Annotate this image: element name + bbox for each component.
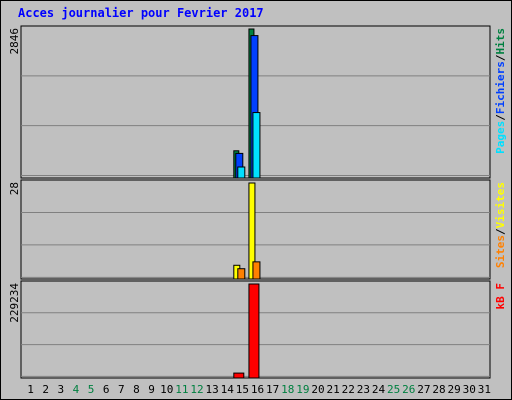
legend-entry: Sites [494, 235, 507, 268]
day-label: 20 [311, 383, 324, 396]
day-label: 19 [296, 383, 309, 396]
day-label: 26 [402, 383, 415, 396]
day-label: 1 [27, 383, 34, 396]
day-label: 10 [160, 383, 173, 396]
day-label: 6 [103, 383, 110, 396]
day-label: 16 [251, 383, 264, 396]
y-max-label: 2846 [8, 28, 21, 55]
bar-kb-f-day-16 [248, 283, 260, 379]
bar-visites-day-16 [248, 182, 256, 280]
day-label: 28 [432, 383, 445, 396]
legend-hits-files-pages: Pages/Fichiers/Hits [494, 28, 507, 154]
day-label: 11 [175, 383, 188, 396]
day-label: 7 [118, 383, 125, 396]
legend-kbytes: kB F [494, 283, 507, 310]
day-label: 23 [357, 383, 370, 396]
day-label: 29 [448, 383, 461, 396]
day-label: 18 [281, 383, 294, 396]
day-label: 8 [133, 383, 140, 396]
day-label: 14 [221, 383, 235, 396]
chart-title: Acces journalier pour Fevrier 2017 [18, 6, 264, 20]
day-label: 24 [372, 383, 386, 396]
day-label: 12 [190, 383, 203, 396]
day-label: 25 [387, 383, 400, 396]
day-label: 22 [342, 383, 355, 396]
day-label: 4 [73, 383, 80, 396]
bar-pages-day-16 [252, 112, 261, 179]
legend-visits-sites: Sites/Visites [494, 182, 507, 268]
bar-pages-day-15 [237, 166, 246, 179]
legend-entry: Fichiers [494, 61, 507, 114]
day-label: 5 [88, 383, 95, 396]
y-max-label: 229234 [8, 283, 21, 323]
legend-entry: kB F [494, 283, 507, 310]
day-label: 21 [327, 383, 340, 396]
legend-entry: Hits [494, 28, 507, 55]
day-label: 2 [42, 383, 49, 396]
day-label: 15 [236, 383, 249, 396]
y-max-label: 28 [8, 182, 21, 195]
day-label: 13 [205, 383, 218, 396]
legend-entry: / [494, 228, 507, 235]
day-label: 31 [478, 383, 491, 396]
legend-entry: / [494, 114, 507, 121]
legend-entry: / [494, 54, 507, 61]
bar-sites-day-16 [252, 261, 261, 280]
day-label: 27 [417, 383, 430, 396]
day-label: 17 [266, 383, 279, 396]
legend-entry: Pages [494, 121, 507, 154]
legend-entry: Visites [494, 182, 507, 228]
day-label: 3 [58, 383, 65, 396]
day-label: 9 [148, 383, 155, 396]
bar-sites-day-15 [237, 268, 246, 280]
day-label: 30 [463, 383, 476, 396]
bar-kb-f-day-15 [233, 372, 245, 379]
